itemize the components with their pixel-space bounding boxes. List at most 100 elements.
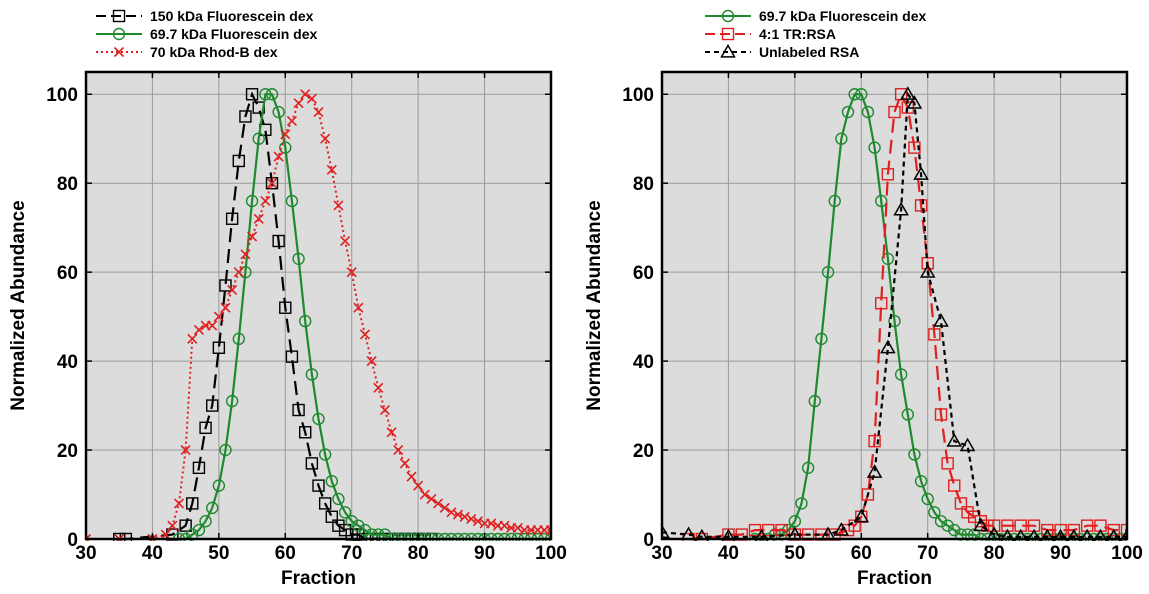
- data-point-s0-25: [325, 510, 338, 523]
- data-point-s2-21: [1000, 528, 1015, 541]
- data-point-s2-29: [333, 200, 344, 211]
- data-point-s1-24: [332, 492, 345, 506]
- data-point-s1-26: [345, 515, 358, 528]
- data-point-s2-4: [754, 528, 769, 541]
- y-tick-label-3: 60: [57, 263, 78, 284]
- data-point-s2-23: [293, 98, 304, 109]
- data-point-s1-17: [881, 168, 895, 181]
- data-point-s2-28: [1093, 528, 1108, 541]
- data-point-s0-30: [948, 523, 961, 537]
- data-point-s2-7: [187, 333, 198, 344]
- data-point-s2-25: [1053, 528, 1068, 541]
- data-point-s0-13: [835, 132, 848, 145]
- x-tick-label-2: 50: [208, 543, 229, 564]
- data-point-s1-16: [279, 141, 292, 154]
- data-point-s2-legend: [113, 46, 125, 58]
- data-point-s1-29: [961, 506, 974, 519]
- data-point-s1-18: [888, 105, 901, 119]
- data-point-s0-8: [212, 341, 226, 354]
- data-point-s2-17: [946, 433, 963, 447]
- data-point-s1-8: [225, 394, 239, 408]
- data-point-s0-25: [914, 474, 928, 488]
- data-point-s1-9: [232, 332, 245, 346]
- data-point-s1-15: [272, 105, 285, 119]
- data-point-s0-8: [801, 461, 815, 475]
- data-point-s0-21: [299, 426, 312, 439]
- data-point-s2-54: [499, 520, 510, 531]
- data-point-s2-8: [853, 508, 870, 523]
- data-point-s1-30: [968, 510, 981, 523]
- series-2: [86, 89, 551, 541]
- data-point-s0-16: [855, 88, 868, 101]
- x-tick-label-1: 40: [142, 543, 163, 564]
- data-point-s1-27: [352, 519, 365, 532]
- y-tick-label-2: 40: [633, 352, 654, 373]
- y-tick-label-0: 0: [643, 530, 654, 551]
- data-point-s2-21: [280, 129, 291, 140]
- data-point-s2-18: [260, 195, 271, 207]
- data-point-s2-22: [286, 115, 297, 126]
- data-point-s0-15: [848, 88, 861, 101]
- data-point-s0-29: [941, 519, 954, 532]
- data-point-s0-21: [888, 314, 901, 328]
- legend-label-2: Unlabeled RSA: [759, 44, 859, 60]
- data-point-s0-legend: [112, 9, 126, 23]
- y-tick-label-5: 100: [622, 85, 654, 106]
- data-point-s1-21: [312, 412, 325, 426]
- y-tick-label-5: 100: [46, 85, 78, 106]
- data-point-s0-4: [186, 497, 199, 510]
- data-point-s2-20: [273, 151, 284, 162]
- data-point-s0-23: [901, 408, 914, 421]
- data-point-s0-13: [245, 88, 259, 101]
- data-point-s2-14: [913, 166, 929, 180]
- legend-label-2: 70 kDa Rhod-B dex: [150, 44, 278, 60]
- data-point-s2-24: [300, 89, 311, 100]
- x-tick-label-6: 90: [1050, 543, 1071, 564]
- data-point-s2-31: [346, 267, 357, 278]
- data-point-s0-7: [795, 497, 808, 510]
- data-point-s0-18: [868, 141, 881, 154]
- data-point-s1-16: [875, 297, 888, 310]
- data-point-s1-20: [305, 368, 319, 381]
- data-point-s2-13: [227, 284, 238, 295]
- data-point-s1-14: [861, 488, 875, 501]
- data-point-s2-7: [833, 522, 850, 536]
- data-point-s2-44: [433, 498, 444, 509]
- data-point-s2-37: [386, 427, 397, 438]
- data-point-s1-17: [285, 194, 299, 208]
- x-axis-label: Fraction: [281, 568, 356, 589]
- data-point-s0-legend: [721, 9, 735, 23]
- data-point-s2-19: [266, 178, 278, 189]
- data-point-s1-28: [954, 497, 968, 510]
- data-point-s0-11: [821, 265, 835, 279]
- data-point-s2-17: [253, 213, 264, 224]
- data-point-s2-48: [459, 511, 470, 522]
- data-point-s2-3: [721, 528, 736, 541]
- data-point-s0-24: [318, 497, 332, 510]
- x-tick-label-0: 30: [75, 543, 96, 564]
- data-point-s2-27: [1080, 528, 1095, 541]
- data-point-s0-18: [279, 301, 292, 314]
- data-point-s2-10: [207, 320, 218, 331]
- x-tick-label-6: 90: [474, 543, 495, 564]
- data-point-s2-50: [472, 516, 483, 527]
- data-point-s2-29: [1106, 528, 1121, 541]
- x-tick-label-7: 100: [1111, 543, 1143, 564]
- y-tick-label-1: 20: [57, 441, 78, 462]
- data-point-s0-9: [808, 394, 821, 408]
- data-point-s0-10: [225, 212, 239, 225]
- y-tick-label-4: 80: [633, 174, 654, 195]
- data-point-s1-7: [219, 443, 232, 457]
- data-point-s1-18: [292, 252, 305, 265]
- data-point-s0-27: [338, 523, 352, 537]
- data-point-s1-26: [941, 457, 954, 470]
- data-point-s2-5: [173, 498, 185, 509]
- y-axis-label: Normalized Abundance: [8, 200, 29, 410]
- legend: 150 kDa Fluorescein dex 69.7 kDa Fluoresc…: [96, 8, 318, 60]
- plot-frame: [84, 70, 553, 541]
- y-tick-label-2: 40: [57, 352, 78, 373]
- data-point-s1-43: [1120, 523, 1127, 537]
- legend-label-1: 69.7 kDa Fluorescein dex: [150, 26, 318, 42]
- legend-label-1: 4:1 TR:RSA: [759, 26, 836, 42]
